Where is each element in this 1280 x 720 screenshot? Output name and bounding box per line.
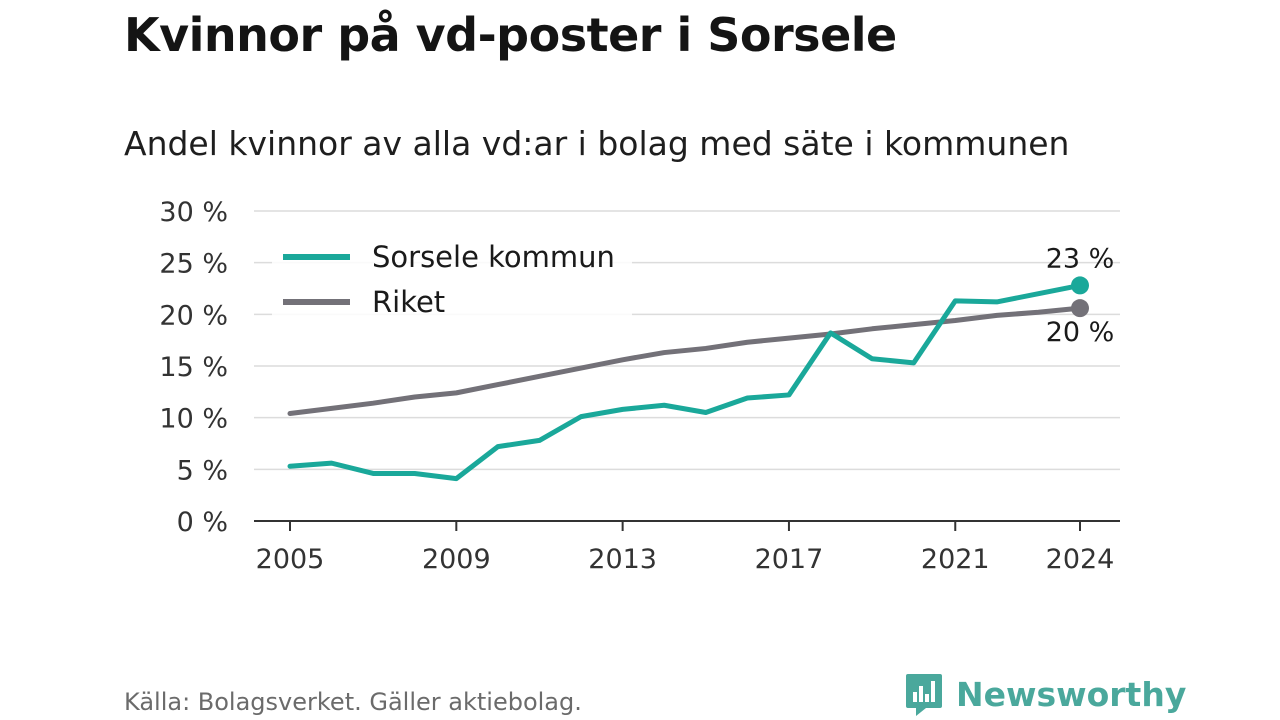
y-tick-label: 20 %	[159, 300, 228, 331]
series-line-sorsele	[287, 282, 1083, 482]
chart-title: Kvinnor på vd-poster i Sorsele	[124, 8, 897, 62]
series-end-point-riket	[1071, 299, 1089, 318]
chart-subtitle: Andel kvinnor av alla vd:ar i bolag med …	[124, 124, 1070, 163]
y-tick-label: 15 %	[159, 352, 228, 383]
newsworthy-icon	[906, 674, 942, 716]
legend-backdrop	[272, 276, 632, 316]
legend-label: Riket	[372, 285, 445, 319]
y-tick-label: 25 %	[159, 249, 228, 280]
line-chart: 0 % 5 % 10 % 15 % 20 % 25 % 30 % 2005 2009 2013 20…	[159, 197, 1120, 575]
x-tick-label: 2021	[921, 544, 990, 575]
x-tick-label: 2013	[588, 544, 657, 575]
series-end-label: 20 %	[1046, 317, 1115, 348]
y-tick-label: 30 %	[159, 197, 228, 228]
y-tick-label: 0 %	[177, 507, 228, 538]
x-tick-label: 2017	[755, 544, 824, 575]
x-tick-label: 2024	[1046, 544, 1115, 575]
legend-backdrop	[272, 231, 632, 271]
y-tick-label: 5 %	[177, 455, 228, 486]
x-tick-label: 2009	[422, 544, 491, 575]
series-end-label: 23 %	[1046, 243, 1115, 274]
newsworthy-logo: Newsworthy	[904, 672, 1186, 716]
y-tick-label: 10 %	[159, 404, 228, 435]
source-note: Källa: Bolagsverket. Gäller aktiebolag.	[124, 688, 582, 716]
brand-name: Newsworthy	[956, 674, 1187, 714]
x-tick-label: 2005	[256, 544, 325, 575]
series-line-riket	[287, 305, 1083, 417]
legend-label: Sorsele kommun	[372, 240, 615, 274]
series-end-point-sorsele	[1071, 276, 1089, 295]
